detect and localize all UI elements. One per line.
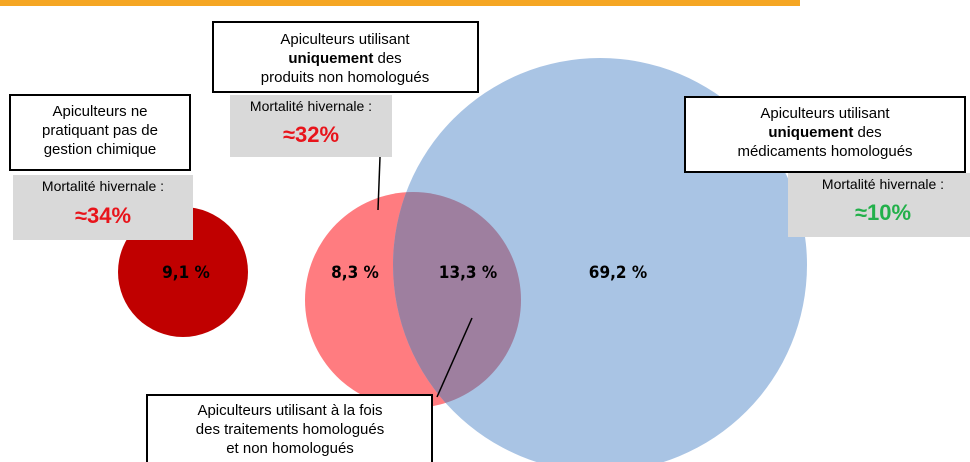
label-line: pratiquant pas de <box>42 122 158 139</box>
share-label: 13,3 % <box>439 263 497 283</box>
label-line: Apiculteurs utilisant à la fois <box>197 402 382 419</box>
label-line: Apiculteurs utilisant <box>760 105 890 122</box>
label-box <box>9 94 191 171</box>
share-label: 8,3 % <box>331 263 379 283</box>
share-label: 9,1 % <box>162 263 210 283</box>
mortality-value: ≈34% <box>75 203 131 228</box>
mortality-value: ≈10% <box>855 200 911 225</box>
label-line: uniquement des <box>288 50 401 67</box>
mortality-box <box>13 175 193 240</box>
label-line: et non homologués <box>226 440 354 457</box>
share-label: 69,2 % <box>589 263 647 283</box>
label-line: uniquement des <box>768 124 881 141</box>
label-box <box>146 394 433 462</box>
mortality-label: Mortalité hivernale : <box>822 176 944 192</box>
label-box <box>212 21 479 93</box>
label-line: médicaments homologués <box>737 143 912 160</box>
label-text: des <box>857 124 881 141</box>
title-strip <box>0 0 800 6</box>
mortality-value: ≈32% <box>283 122 339 147</box>
label-line: Apiculteurs utilisant <box>280 31 410 48</box>
mortality-box <box>230 95 392 157</box>
label-box <box>684 96 966 173</box>
mortality-label: Mortalité hivernale : <box>250 98 372 114</box>
emphasis: uniquement <box>768 124 853 141</box>
label-line: Apiculteurs ne <box>52 103 147 120</box>
label-line: gestion chimique <box>44 141 157 158</box>
mortality-box <box>788 173 970 237</box>
mortality-label: Mortalité hivernale : <box>42 178 164 194</box>
label-text: des <box>377 50 401 67</box>
pointer <box>377 156 381 211</box>
label-line: des traitements homologués <box>196 421 384 438</box>
pointer <box>436 317 473 398</box>
emphasis: uniquement <box>288 50 373 67</box>
label-line: produits non homologués <box>261 69 429 86</box>
